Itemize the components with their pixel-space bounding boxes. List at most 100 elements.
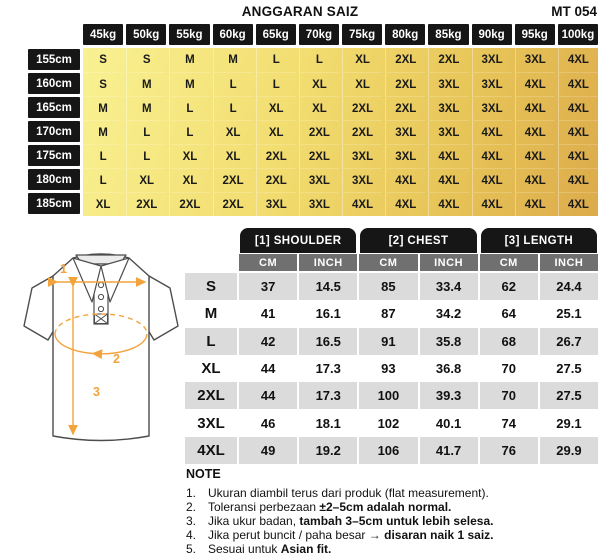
- label-shoulder: 1: [60, 262, 67, 276]
- value-cell: 17.3: [299, 354, 358, 383]
- note-number: 1.: [186, 486, 197, 500]
- size-cell: 2XL: [342, 120, 383, 144]
- size-cell: XL: [126, 168, 167, 192]
- weight-header-cell: 50kg: [126, 24, 167, 45]
- button-1: [97, 281, 105, 289]
- value-cell: 62: [479, 273, 538, 301]
- size-cell: 3XL: [342, 144, 383, 168]
- size-cell: 4XL: [428, 192, 469, 216]
- note-text: Sesuai untuk Asian fit.: [208, 541, 332, 556]
- size-cell: 2XL: [298, 120, 339, 144]
- height-label-cell: 160cm: [28, 73, 80, 94]
- value-cell: 16.5: [299, 327, 358, 355]
- size-cell: L: [255, 72, 296, 96]
- size-label-cell: 2XL: [185, 382, 237, 410]
- size-cell: L: [169, 96, 210, 120]
- size-cell: 4XL: [514, 72, 555, 96]
- note-item: 5. Sesuai untuk Asian fit.: [186, 541, 598, 556]
- button-3: [97, 305, 105, 313]
- size-cell: XL: [298, 72, 339, 96]
- note-number: 3.: [186, 513, 197, 528]
- size-cell: 3XL: [471, 72, 512, 96]
- chest-ellipse-top: [54, 313, 148, 335]
- value-cell: 41.7: [419, 436, 478, 465]
- table-row: 3XL 46 18.1 102 40.1 74 29.1: [185, 409, 598, 437]
- size-cell: 2XL: [255, 168, 296, 192]
- size-cell: M: [126, 96, 167, 120]
- size-cell: 4XL: [385, 168, 426, 192]
- size-cell: 4XL: [428, 144, 469, 168]
- height-label-cell: 175cm: [28, 145, 80, 166]
- size-cell: 3XL: [514, 48, 555, 72]
- size-cell: 4XL: [428, 168, 469, 192]
- value-cell: 49: [239, 436, 298, 465]
- height-label-cell: 155cm: [28, 49, 80, 70]
- value-cell: 64: [479, 300, 538, 328]
- size-cell: 3XL: [298, 192, 339, 216]
- value-cell: 93: [359, 354, 418, 383]
- value-cell: 27.5: [539, 354, 598, 383]
- model-code: MT 054: [551, 4, 597, 19]
- value-cell: 18.1: [299, 409, 358, 437]
- value-cell: 91: [359, 327, 418, 355]
- size-label-cell: M: [185, 300, 237, 328]
- value-cell: 70: [479, 354, 538, 383]
- matrix-corner: [28, 24, 80, 45]
- size-cell: XL: [169, 144, 210, 168]
- size-cell: 2XL: [385, 48, 425, 72]
- size-cell: L: [83, 144, 124, 168]
- value-cell: 85: [359, 273, 418, 301]
- size-cell: 4XL: [514, 192, 555, 216]
- table-row: 2XL 44 17.3 100 39.3 70 27.5: [185, 382, 598, 410]
- size-cell: 3XL: [298, 168, 339, 192]
- value-cell: 46: [239, 409, 298, 437]
- button-2: [97, 293, 105, 301]
- size-cell: 3XL: [385, 120, 426, 144]
- value-cell: 40.1: [419, 409, 478, 437]
- size-cell: 2XL: [298, 144, 339, 168]
- unit-corner: [185, 254, 237, 271]
- size-cell: 4XL: [514, 144, 555, 168]
- measurement-group-tabs: [1] SHOULDER [2] CHEST [3] LENGTH: [185, 228, 598, 253]
- label-chest: 2: [113, 352, 120, 366]
- note-text: Jika perut buncit / paha besar → disaran…: [208, 527, 494, 542]
- note-number: 5.: [186, 541, 197, 556]
- size-cell: L: [126, 120, 167, 144]
- size-cell: M: [169, 72, 210, 96]
- weight-header-cell: 75kg: [342, 24, 383, 45]
- size-cell: 2XL: [126, 192, 167, 216]
- label-length: 3: [93, 385, 100, 399]
- right-sleeve: [147, 275, 179, 341]
- unit-header-cell: INCH: [299, 254, 358, 271]
- size-cell: XL: [342, 48, 382, 72]
- size-cell: 4XL: [557, 168, 598, 192]
- size-cell: XL: [83, 192, 124, 216]
- size-matrix-header: 45kg 50kg 55kg 60kg 65kg 70kg 75kg 80kg 85kg 90kg…: [28, 24, 598, 45]
- size-cell: L: [212, 72, 253, 96]
- value-cell: 102: [359, 409, 418, 437]
- chest-ellipse-bottom-left: [54, 333, 94, 355]
- value-cell: 36.8: [419, 354, 478, 383]
- size-cell: 4XL: [557, 144, 598, 168]
- size-cell: 3XL: [255, 192, 296, 216]
- value-cell: 44: [239, 382, 298, 410]
- value-cell: 39.3: [419, 382, 478, 410]
- size-label-cell: 4XL: [185, 436, 237, 465]
- size-cell: XL: [298, 96, 339, 120]
- measurement-annotations: [47, 276, 148, 436]
- size-cell: 4XL: [557, 96, 598, 120]
- unit-header-cell: INCH: [539, 254, 598, 271]
- note-number: 4.: [186, 527, 197, 542]
- size-label-cell: XL: [185, 354, 237, 383]
- weight-header-cell: 80kg: [385, 24, 426, 45]
- size-cell: 4XL: [514, 120, 555, 144]
- value-cell: 76: [479, 436, 538, 465]
- size-cell: 4XL: [514, 168, 555, 192]
- size-cell: L: [298, 48, 339, 72]
- value-cell: 27.5: [539, 382, 598, 410]
- size-cell: 4XL: [557, 192, 598, 216]
- size-cell: 2XL: [169, 192, 210, 216]
- value-cell: 41: [239, 300, 298, 328]
- value-cell: 42: [239, 327, 298, 355]
- size-cell: XL: [255, 120, 296, 144]
